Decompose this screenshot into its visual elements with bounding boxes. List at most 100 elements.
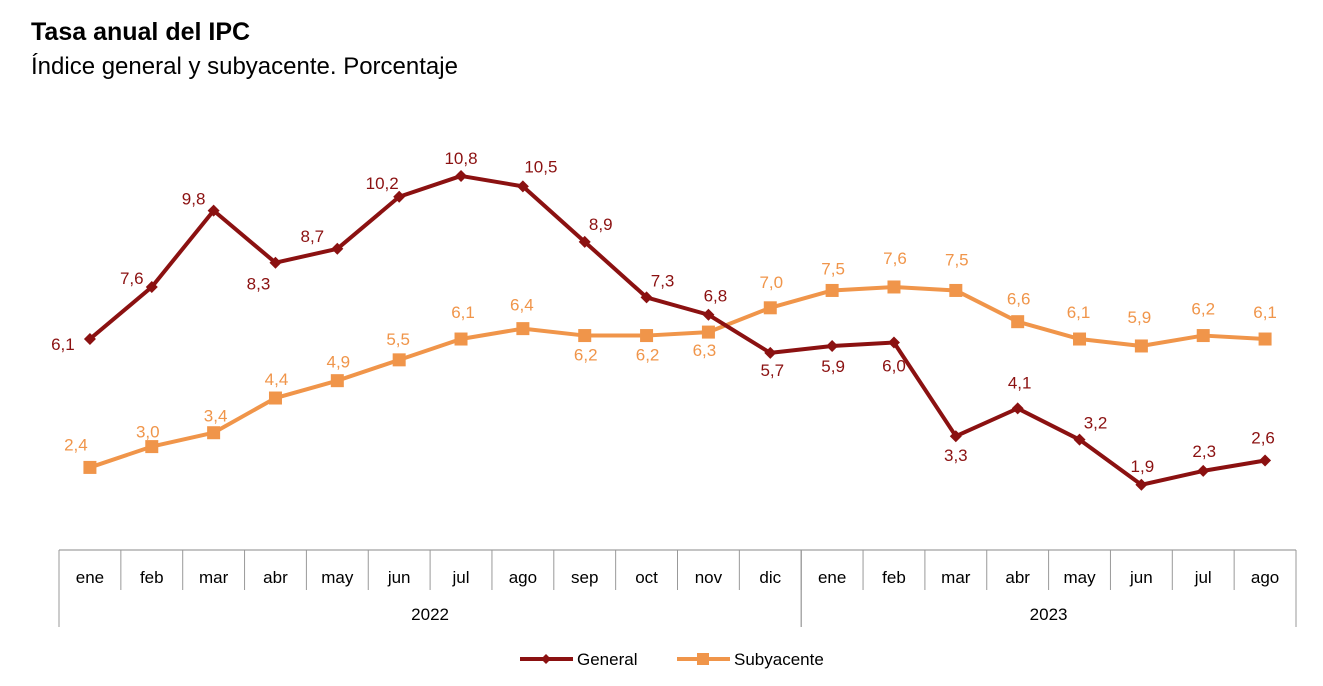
- data-point: [887, 336, 900, 349]
- legend-marker-subyacente: [697, 653, 709, 665]
- year-label-2022: 2022: [411, 605, 449, 624]
- data-point: [1135, 478, 1148, 491]
- x-tick-label: oct: [635, 568, 658, 587]
- data-point: [701, 325, 715, 339]
- data-label: 8,3: [247, 275, 271, 294]
- x-tick-label: ago: [509, 568, 537, 587]
- data-point: [1073, 433, 1086, 446]
- data-label: 8,7: [301, 227, 325, 246]
- x-tick-label: mar: [199, 568, 229, 587]
- data-label: 6,3: [693, 341, 717, 360]
- data-point: [887, 280, 901, 294]
- data-point: [1134, 339, 1148, 353]
- data-label: 4,1: [1008, 373, 1032, 392]
- data-label: 6,0: [882, 357, 906, 376]
- data-label: 1,9: [1131, 457, 1155, 476]
- data-point: [207, 426, 221, 440]
- data-point: [207, 204, 220, 217]
- data-label: 7,5: [821, 259, 845, 278]
- data-point: [83, 333, 96, 346]
- data-label: 10,5: [524, 157, 557, 176]
- x-tick-label: jun: [1129, 568, 1153, 587]
- data-point: [1258, 332, 1272, 346]
- data-point: [949, 430, 962, 443]
- data-label: 7,5: [945, 250, 969, 269]
- x-tick-label: ene: [818, 568, 846, 587]
- data-point: [393, 190, 406, 203]
- year-label-2023: 2023: [1030, 605, 1068, 624]
- data-point: [145, 440, 159, 454]
- x-tick-label: ene: [76, 568, 104, 587]
- data-label: 2,4: [64, 435, 88, 454]
- data-label: 2,6: [1251, 428, 1275, 447]
- legend-marker-general: [541, 654, 551, 664]
- x-tick-label: may: [321, 568, 354, 587]
- data-point: [578, 235, 591, 248]
- legend-label-general: General: [577, 650, 637, 669]
- data-label: 6,1: [1253, 303, 1277, 322]
- x-tick-label: dic: [759, 568, 781, 587]
- legend-label-subyacente: Subyacente: [734, 650, 824, 669]
- data-point: [764, 346, 777, 359]
- data-point: [516, 180, 529, 193]
- x-tick-label: jul: [452, 568, 470, 587]
- data-label: 7,3: [651, 271, 675, 290]
- data-point: [1197, 464, 1210, 477]
- data-label: 2,3: [1192, 442, 1216, 461]
- series-line-general: [88, 173, 1266, 487]
- data-point: [455, 169, 468, 182]
- data-label: 3,0: [136, 423, 160, 442]
- data-label: 3,3: [944, 446, 968, 465]
- data-label: 10,8: [444, 149, 477, 168]
- data-point: [145, 280, 158, 293]
- data-label: 5,9: [1128, 308, 1152, 327]
- data-point: [331, 242, 344, 255]
- x-tick-label: feb: [882, 568, 906, 587]
- data-label: 3,4: [204, 407, 228, 426]
- data-label: 7,6: [120, 269, 144, 288]
- x-tick-label: nov: [695, 568, 723, 587]
- x-tick-label: jul: [1194, 568, 1212, 587]
- data-label: 4,9: [327, 353, 351, 372]
- data-label: 7,0: [759, 273, 783, 292]
- data-point: [516, 322, 530, 336]
- data-label: 6,1: [51, 335, 75, 354]
- data-label: 9,8: [182, 190, 206, 209]
- data-point: [825, 283, 839, 297]
- data-point: [578, 329, 592, 343]
- data-label: 6,1: [1067, 303, 1091, 322]
- data-label: 10,2: [366, 174, 399, 193]
- data-label: 7,6: [883, 249, 907, 268]
- data-label: 6,8: [704, 287, 728, 306]
- data-label: 8,9: [589, 215, 613, 234]
- data-point: [268, 391, 282, 405]
- x-tick-label: ago: [1251, 568, 1279, 587]
- data-label: 6,2: [636, 346, 660, 365]
- x-tick-label: sep: [571, 568, 598, 587]
- series-line-subyacente: [89, 284, 1266, 470]
- x-tick-label: mar: [941, 568, 971, 587]
- data-point: [949, 283, 963, 297]
- data-point: [392, 353, 406, 367]
- data-label: 5,9: [821, 357, 845, 376]
- x-tick-label: may: [1063, 568, 1096, 587]
- data-point: [1011, 315, 1025, 329]
- data-label: 6,1: [451, 303, 475, 322]
- data-label: 5,5: [386, 330, 410, 349]
- data-label: 6,2: [574, 346, 598, 365]
- data-point: [1196, 329, 1210, 343]
- chart-subtitle: Índice general y subyacente. Porcentaje: [31, 53, 458, 80]
- data-label: 4,4: [265, 370, 289, 389]
- data-point: [1073, 332, 1087, 346]
- data-point: [1259, 454, 1272, 467]
- data-point: [826, 339, 839, 352]
- data-point: [330, 374, 344, 388]
- data-label: 6,2: [1191, 300, 1215, 319]
- data-point: [269, 256, 282, 269]
- data-point: [1011, 402, 1024, 415]
- x-tick-label: abr: [263, 568, 288, 587]
- data-point: [702, 308, 715, 321]
- x-tick-label: jun: [387, 568, 411, 587]
- x-tick-label: abr: [1005, 568, 1030, 587]
